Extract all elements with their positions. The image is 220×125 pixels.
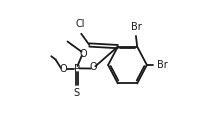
Text: Br: Br	[130, 22, 141, 32]
Text: O: O	[60, 64, 68, 74]
Text: Br: Br	[157, 60, 167, 70]
Text: O: O	[79, 49, 87, 59]
Text: S: S	[74, 88, 80, 98]
Text: P: P	[74, 64, 80, 74]
Text: Cl: Cl	[75, 19, 85, 29]
Text: O: O	[89, 62, 97, 72]
